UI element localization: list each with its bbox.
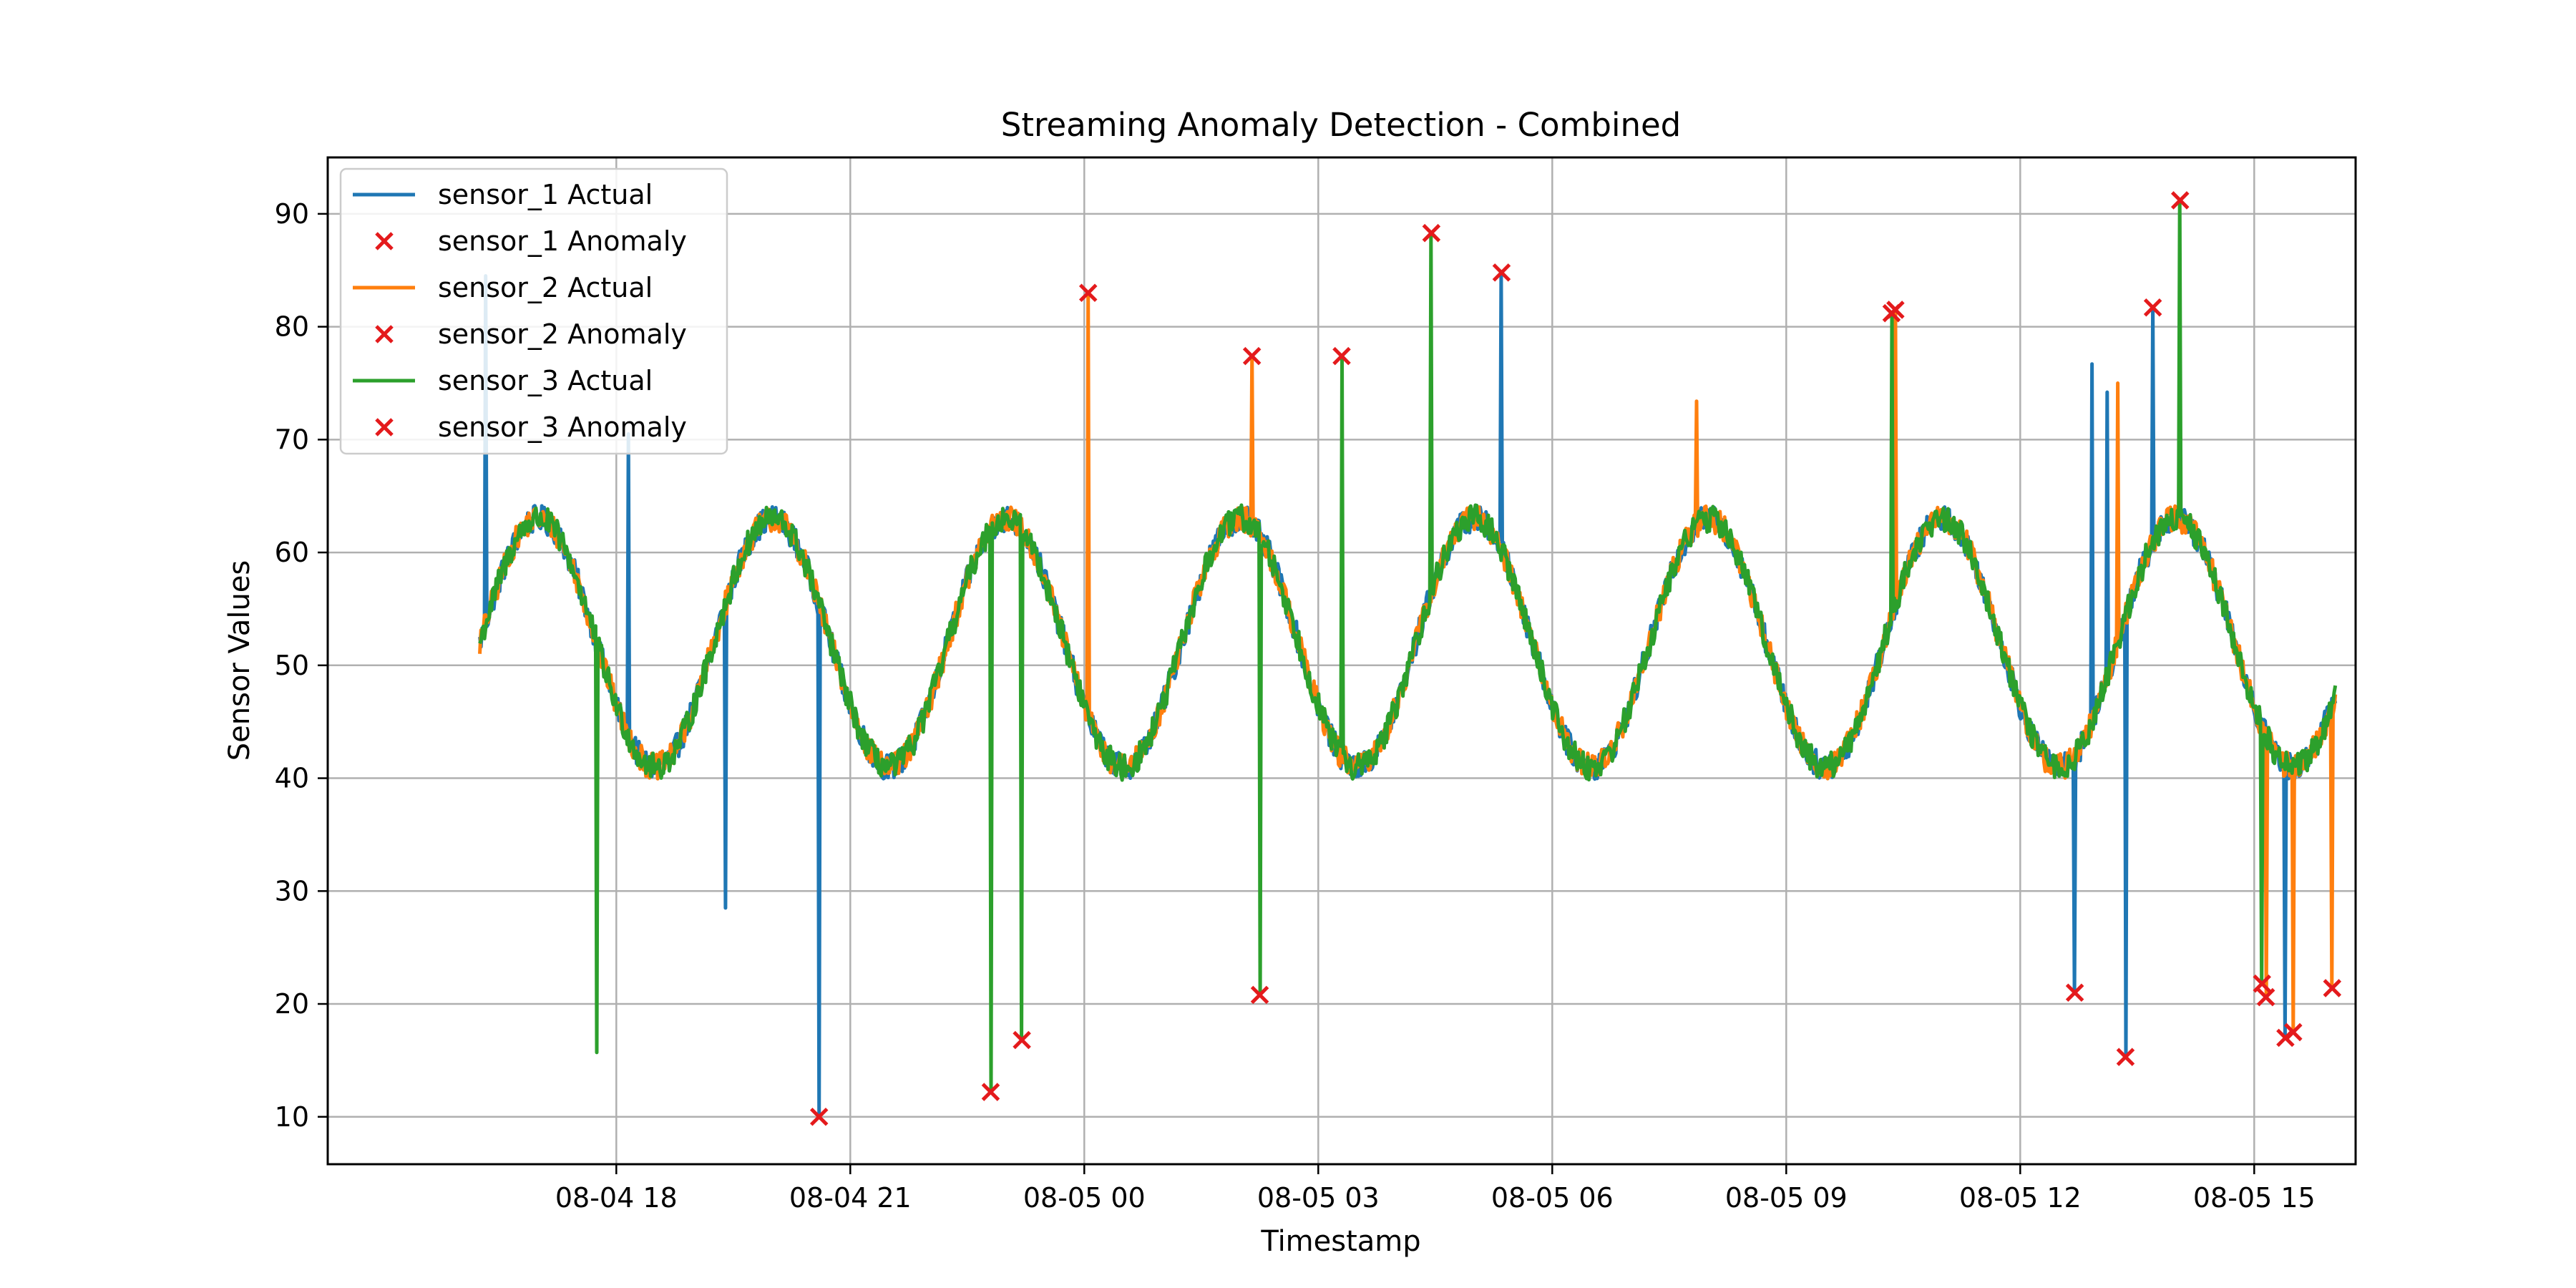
x-tick-label: 08-05 03 <box>1257 1182 1380 1214</box>
anomaly-marker-sensor-3 <box>981 1083 1000 1101</box>
y-tick-label: 90 <box>275 198 309 230</box>
anomaly-marker-sensor-2 <box>1242 346 1262 366</box>
anomaly-marker-sensor-3 <box>1422 223 1441 243</box>
y-tick-label: 60 <box>275 537 309 568</box>
anomaly-marker-sensor-3 <box>1250 985 1269 1005</box>
legend-label: sensor_1 Actual <box>438 179 653 210</box>
anomaly-marker-sensor-1 <box>2143 298 2162 317</box>
y-tick-label: 50 <box>275 650 309 681</box>
y-tick-label: 70 <box>275 424 309 455</box>
anomaly-marker-sensor-1 <box>809 1107 829 1126</box>
legend: sensor_1 Actual sensor_1 Anomaly sensor_2 … <box>339 167 728 455</box>
y-axis-label: Sensor Values <box>223 560 256 761</box>
x-tick-label: 08-05 09 <box>1725 1182 1848 1214</box>
y-tick-label: 80 <box>275 311 309 343</box>
plot-frame <box>326 156 2357 1166</box>
anomaly-marker-sensor-1 <box>2116 1048 2135 1066</box>
legend-label: sensor_2 Anomaly <box>438 318 687 350</box>
series-lines <box>478 198 2338 1119</box>
anomaly-marker-sensor-3 <box>1882 303 1901 323</box>
legend-box <box>339 167 728 455</box>
legend-label: sensor_1 Anomaly <box>438 225 687 257</box>
anomaly-marker-sensor-2 <box>2256 987 2275 1007</box>
legend-marker-swatch <box>375 418 394 436</box>
legend-entry: sensor_1 Anomaly <box>375 225 687 257</box>
x-tick-label: 08-05 06 <box>1491 1182 1614 1214</box>
y-tick-label: 20 <box>275 988 309 1020</box>
anomaly-marker-sensor-3 <box>2253 974 2271 993</box>
x-tick-label: 08-05 15 <box>2193 1182 2316 1214</box>
legend-label: sensor_2 Actual <box>438 272 653 303</box>
legend-entry: sensor_1 Actual <box>353 179 653 210</box>
anomaly-marker-sensor-1 <box>1492 263 1511 282</box>
legend-label: sensor_3 Actual <box>438 365 653 396</box>
legend-marker-swatch <box>375 325 394 343</box>
anomaly-marker-sensor-2 <box>2284 1023 2303 1042</box>
anomaly-marker-sensor-2 <box>2323 979 2342 997</box>
anomaly-marker-sensor-1 <box>2065 983 2084 1002</box>
x-axis-label: Timestamp <box>1260 1225 1420 1258</box>
legend-marker-swatch <box>375 232 394 250</box>
anomaly-markers <box>809 191 2342 1126</box>
legend-entry: sensor_3 Actual <box>353 365 653 396</box>
anomaly-marker-sensor-3 <box>1013 1030 1031 1050</box>
series-line-3 <box>478 198 2338 1094</box>
legend-entry: sensor_2 Actual <box>353 272 653 303</box>
y-tick-label: 40 <box>275 763 309 794</box>
legend-entry: sensor_2 Anomaly <box>375 318 687 350</box>
x-tick-label: 08-04 21 <box>789 1182 912 1214</box>
legend-entry: sensor_3 Anomaly <box>375 411 687 443</box>
anomaly-marker-sensor-3 <box>1332 346 1351 366</box>
x-tick-label: 08-05 00 <box>1023 1182 1146 1214</box>
chart-title: Streaming Anomaly Detection - Combined <box>1001 106 1681 144</box>
x-tick-label: 08-05 12 <box>1959 1182 2082 1214</box>
x-tick-label: 08-04 18 <box>555 1182 678 1214</box>
y-tick-label: 10 <box>275 1101 309 1133</box>
axis-ticks: 08-04 18 08-04 21 08-05 00 08-05 03 08-05 06… <box>275 198 2316 1214</box>
anomaly-marker-sensor-3 <box>2170 191 2190 210</box>
legend-label: sensor_3 Anomaly <box>438 411 687 443</box>
anomaly-marker-sensor-2 <box>1078 283 1098 303</box>
y-tick-label: 30 <box>275 875 309 907</box>
